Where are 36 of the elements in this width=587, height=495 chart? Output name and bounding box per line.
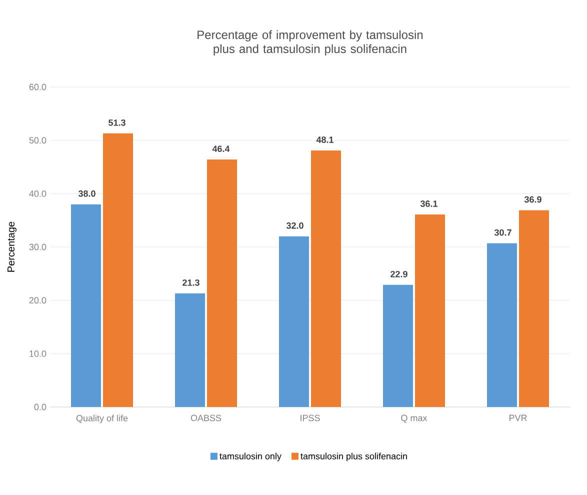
y-tick-label: 30.0 [29,244,46,250]
y-tick-label: 10.0 [30,350,46,357]
x-tick-label: IPSS [300,414,320,422]
x-tick-label: Q max [401,414,428,423]
data-label: 46.4 [212,146,230,152]
x-tick-label: Quality of life [76,414,128,424]
data-label: 30.7 [494,229,512,236]
bar [415,214,445,407]
y-tick-label: 40.0 [29,190,46,197]
x-tick-label: OABSS [190,414,222,422]
legend-label: tamsulosin only [220,452,282,462]
data-label: 36.9 [524,196,542,203]
bar [311,150,341,407]
bar [207,160,238,407]
y-tick-label: 50.0 [29,137,46,144]
bar [486,243,517,407]
legend-label: tamsulosin plus solifenacin [300,452,407,462]
chart-title: Percentage of improvement by tamsulosin plus and tamsulosin plus solifenacin [198,30,423,56]
y-tick-label: 60.0 [29,84,46,90]
data-label: 32.0 [286,222,304,229]
y-axis-title: Percentage [8,222,16,272]
y-tick-label: 20.0 [29,297,46,304]
data-label: 51.3 [108,119,126,126]
data-label: 48.1 [316,136,334,143]
y-tick-label: 0.0 [34,404,46,410]
bar [518,210,549,407]
bar [279,236,309,407]
data-label: 22.9 [390,270,408,278]
bar [382,284,413,407]
data-label: 21.3 [182,279,200,286]
data-label: 36.1 [420,200,438,207]
bar [103,133,134,407]
x-tick-label: PVR [509,414,527,421]
bar [71,204,102,407]
data-label: 38.0 [78,190,96,197]
bar [175,293,205,407]
